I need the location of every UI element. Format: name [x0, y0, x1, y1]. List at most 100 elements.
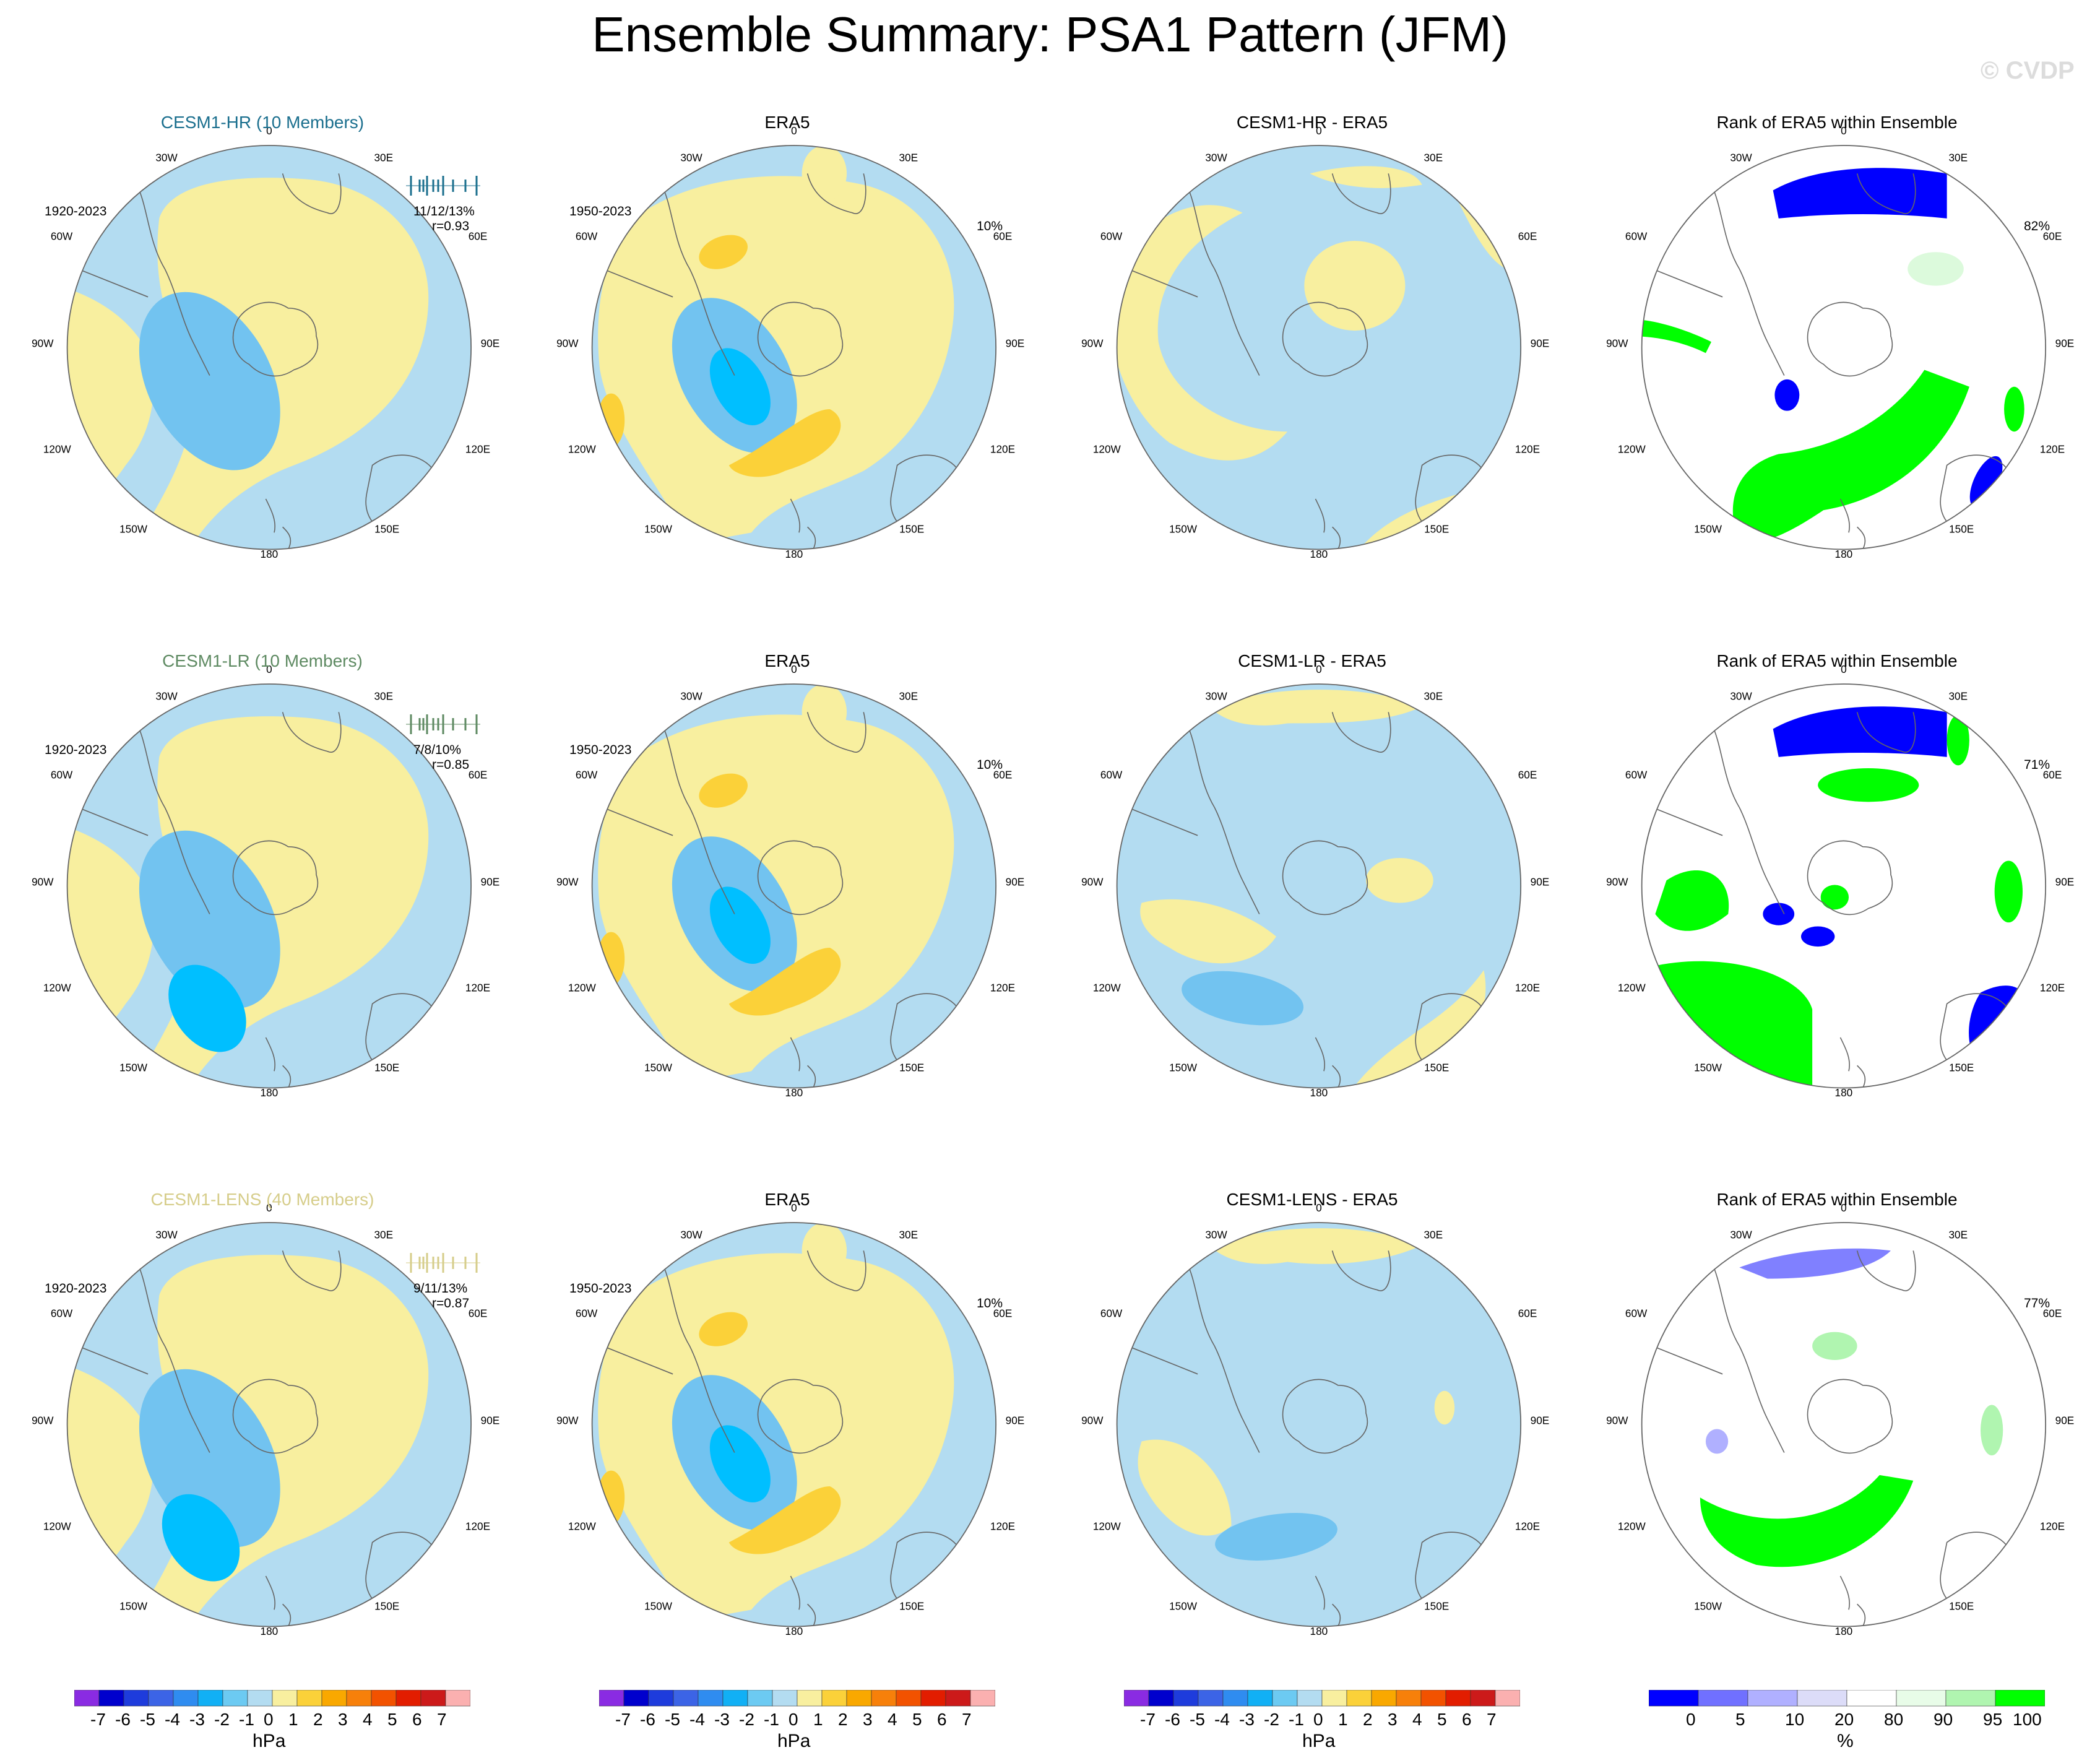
r1-rank-lon-top: 0 — [1841, 124, 1847, 137]
r1-diff-lon-s150w: 150W — [1169, 522, 1198, 535]
colorbar-swatch — [797, 1689, 823, 1707]
r2-model-lon-s120e: 120E — [465, 982, 490, 994]
r1-model-member-rank-bars — [406, 176, 480, 196]
r3-diff-lon-s120w: 120W — [1093, 1520, 1121, 1533]
r1-obs-map: 0 30W 30E 60W 60E 90W 90E 120W 120E 150W 150E 180 — [556, 124, 1025, 560]
r1-rank-lon-n30w: 30W — [1730, 151, 1752, 163]
r3-rank-lon-n30e: 30E — [1948, 1228, 1968, 1241]
colorbar-obs-unit: hPa — [777, 1731, 811, 1751]
colorbar-model-tick: -2 — [214, 1710, 230, 1729]
colorbar-obs-tick: -7 — [615, 1710, 631, 1729]
r1-rank-title: Rank of ERA5 within Ensemble — [1716, 113, 1958, 132]
r1-model-title: CESM1-HR (10 Members) — [160, 113, 365, 132]
colorbar-obs-tick: 3 — [863, 1710, 873, 1729]
r3-rank-pct-area: 77% — [2024, 1296, 2050, 1310]
colorbar-rank-tick: 5 — [1735, 1710, 1745, 1729]
r2-diff-map: 0 30W 30E 60W 60E 90W 90E 120W 120E 150W 150E 180 — [1081, 663, 1550, 1099]
r1-diff-lon-e90: 90E — [1531, 337, 1550, 349]
colorbar-swatch — [173, 1689, 199, 1707]
r2-model-title: CESM1-LR (10 Members) — [162, 651, 363, 670]
r3-model-lon-w90: 90W — [32, 1414, 54, 1426]
r3-model-lon-n30e: 30E — [374, 1228, 393, 1241]
colorbar-model-tick: 4 — [363, 1710, 373, 1729]
colorbar-rank-boxes — [1648, 1689, 2046, 1707]
r2-obs-lon-s150e: 150E — [899, 1061, 924, 1073]
r1-rank-lon-bottom: 180 — [1835, 548, 1853, 560]
colorbar-obs-tick: 1 — [813, 1710, 823, 1729]
r1-diff-lon-n60e: 60E — [1518, 230, 1537, 242]
colorbar-rank-tick: 10 — [1785, 1710, 1805, 1729]
r3-rank-lon-s150e: 150E — [1949, 1600, 1974, 1612]
r2-rank-title: Rank of ERA5 within Ensemble — [1716, 651, 1958, 670]
colorbar-obs-tick: 7 — [962, 1710, 972, 1729]
r3-diff-lon-n60w: 60W — [1100, 1307, 1123, 1319]
r3-diff-lon-n30e: 30E — [1424, 1228, 1443, 1241]
r1-rank-lon-n60e: 60E — [2043, 230, 2062, 242]
r3-model-lon-n30w: 30W — [155, 1228, 178, 1241]
r1-diff-lon-bottom: 180 — [1310, 548, 1328, 560]
colorbar-swatch — [1222, 1689, 1248, 1707]
colorbar-model-tick: -1 — [239, 1710, 254, 1729]
r2-rank-lon-s150w: 150W — [1694, 1061, 1722, 1073]
colorbar-model-tick: -3 — [189, 1710, 205, 1729]
r2-rank-lon-s150e: 150E — [1949, 1061, 1974, 1073]
colorbar-swatch — [1371, 1689, 1397, 1707]
r1-model-rank-bars-wrap — [406, 173, 480, 201]
colorbar-diff-tick: 5 — [1437, 1710, 1447, 1729]
r2-model-lon-top: 0 — [266, 663, 272, 675]
r1-model-pct-stats: 11/12/13% — [413, 204, 475, 219]
r3-rank-lon-n30w: 30W — [1730, 1228, 1752, 1241]
r2-model-lon-s120w: 120W — [43, 982, 72, 994]
r2-diff-lon-bottom: 180 — [1310, 1086, 1328, 1099]
r1-rank-lon-w90: 90W — [1606, 337, 1628, 349]
r3-model-map: 0 30W 30E 60W 60E 90W 90E 120W 120E 150W 150E 180 — [32, 1202, 500, 1637]
r2-rank-pct-area: 71% — [2024, 758, 2050, 772]
colorbar-swatch — [98, 1689, 124, 1707]
colorbar-swatch — [197, 1689, 223, 1707]
colorbar-model-tick: 3 — [338, 1710, 348, 1729]
r3-rank-lon-s150w: 150W — [1694, 1600, 1722, 1612]
r2-model-lon-n30w: 30W — [155, 690, 178, 702]
colorbar-model-tick: 2 — [313, 1710, 323, 1729]
colorbar-rank-tick: 0 — [1686, 1710, 1696, 1729]
r2-diff-lon-s150w: 150W — [1169, 1061, 1198, 1073]
r2-model-years: 1920-2023 — [45, 743, 107, 757]
r2-model-pattern-corr: r=0.85 — [432, 758, 470, 772]
r2-obs-lon-w90: 90W — [556, 875, 579, 888]
r1-obs-lon-w90: 90W — [556, 337, 579, 349]
colorbar-model-tick: 7 — [437, 1710, 447, 1729]
colorbar-swatch — [623, 1689, 649, 1707]
r1-rank-lon-s150e: 150E — [1949, 522, 1974, 535]
r1-model-years: 1920-2023 — [45, 204, 107, 219]
colorbar-swatch — [1198, 1689, 1224, 1707]
r2-diff-lon-e90: 90E — [1531, 875, 1550, 888]
r2-rank-lon-n60e: 60E — [2043, 768, 2062, 781]
r2-diff-lon-n60e: 60E — [1518, 768, 1537, 781]
colorbar-swatch — [1123, 1689, 1149, 1707]
r3-model-lon-s120e: 120E — [465, 1520, 490, 1533]
r1-model-lon-s150w: 150W — [119, 522, 148, 535]
colorbar-swatch — [598, 1689, 624, 1707]
colorbar-obs-tick: 5 — [912, 1710, 922, 1729]
r2-model-rank-bars-wrap — [406, 712, 480, 740]
colorbar-swatch — [871, 1689, 897, 1707]
r1-obs-lon-e90: 90E — [1006, 337, 1025, 349]
r1-obs-pct-variance: 10% — [977, 219, 1003, 233]
colorbar-diff-tick: -2 — [1264, 1710, 1279, 1729]
r2-obs-map: 0 30W 30E 60W 60E 90W 90E 120W 120E 150W 150E 180 — [556, 663, 1024, 1099]
colorbar-swatch — [673, 1689, 699, 1707]
colorbar-swatch — [747, 1689, 773, 1707]
r2-obs-lon-bottom: 180 — [785, 1086, 803, 1099]
colorbar-swatch — [346, 1689, 372, 1707]
r3-model-lon-e90: 90E — [481, 1414, 500, 1426]
r2-diff-lon-n30e: 30E — [1424, 690, 1443, 702]
colorbar-swatch — [821, 1689, 847, 1707]
colorbar-model-tick: 5 — [387, 1710, 397, 1729]
r2-obs-lon-n30e: 30E — [899, 690, 918, 702]
r3-model-title: CESM1-LENS (40 Members) — [150, 1190, 374, 1209]
colorbar-swatch — [1321, 1689, 1347, 1707]
r3-rank-lon-s120w: 120W — [1618, 1520, 1646, 1533]
r2-obs-lon-s120e: 120E — [990, 982, 1015, 994]
r3-obs-lon-s120w: 120W — [568, 1520, 597, 1533]
colorbar-rank-tick: 90 — [1934, 1710, 1953, 1729]
